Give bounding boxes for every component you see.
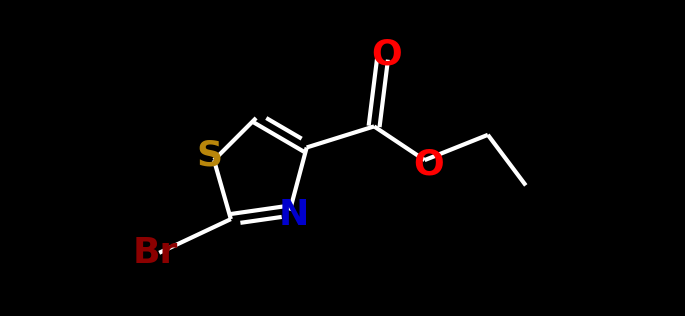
Text: N: N: [279, 198, 309, 232]
Text: S: S: [197, 139, 223, 173]
Text: O: O: [371, 38, 402, 72]
Text: Br: Br: [132, 236, 177, 270]
Text: O: O: [414, 147, 445, 181]
